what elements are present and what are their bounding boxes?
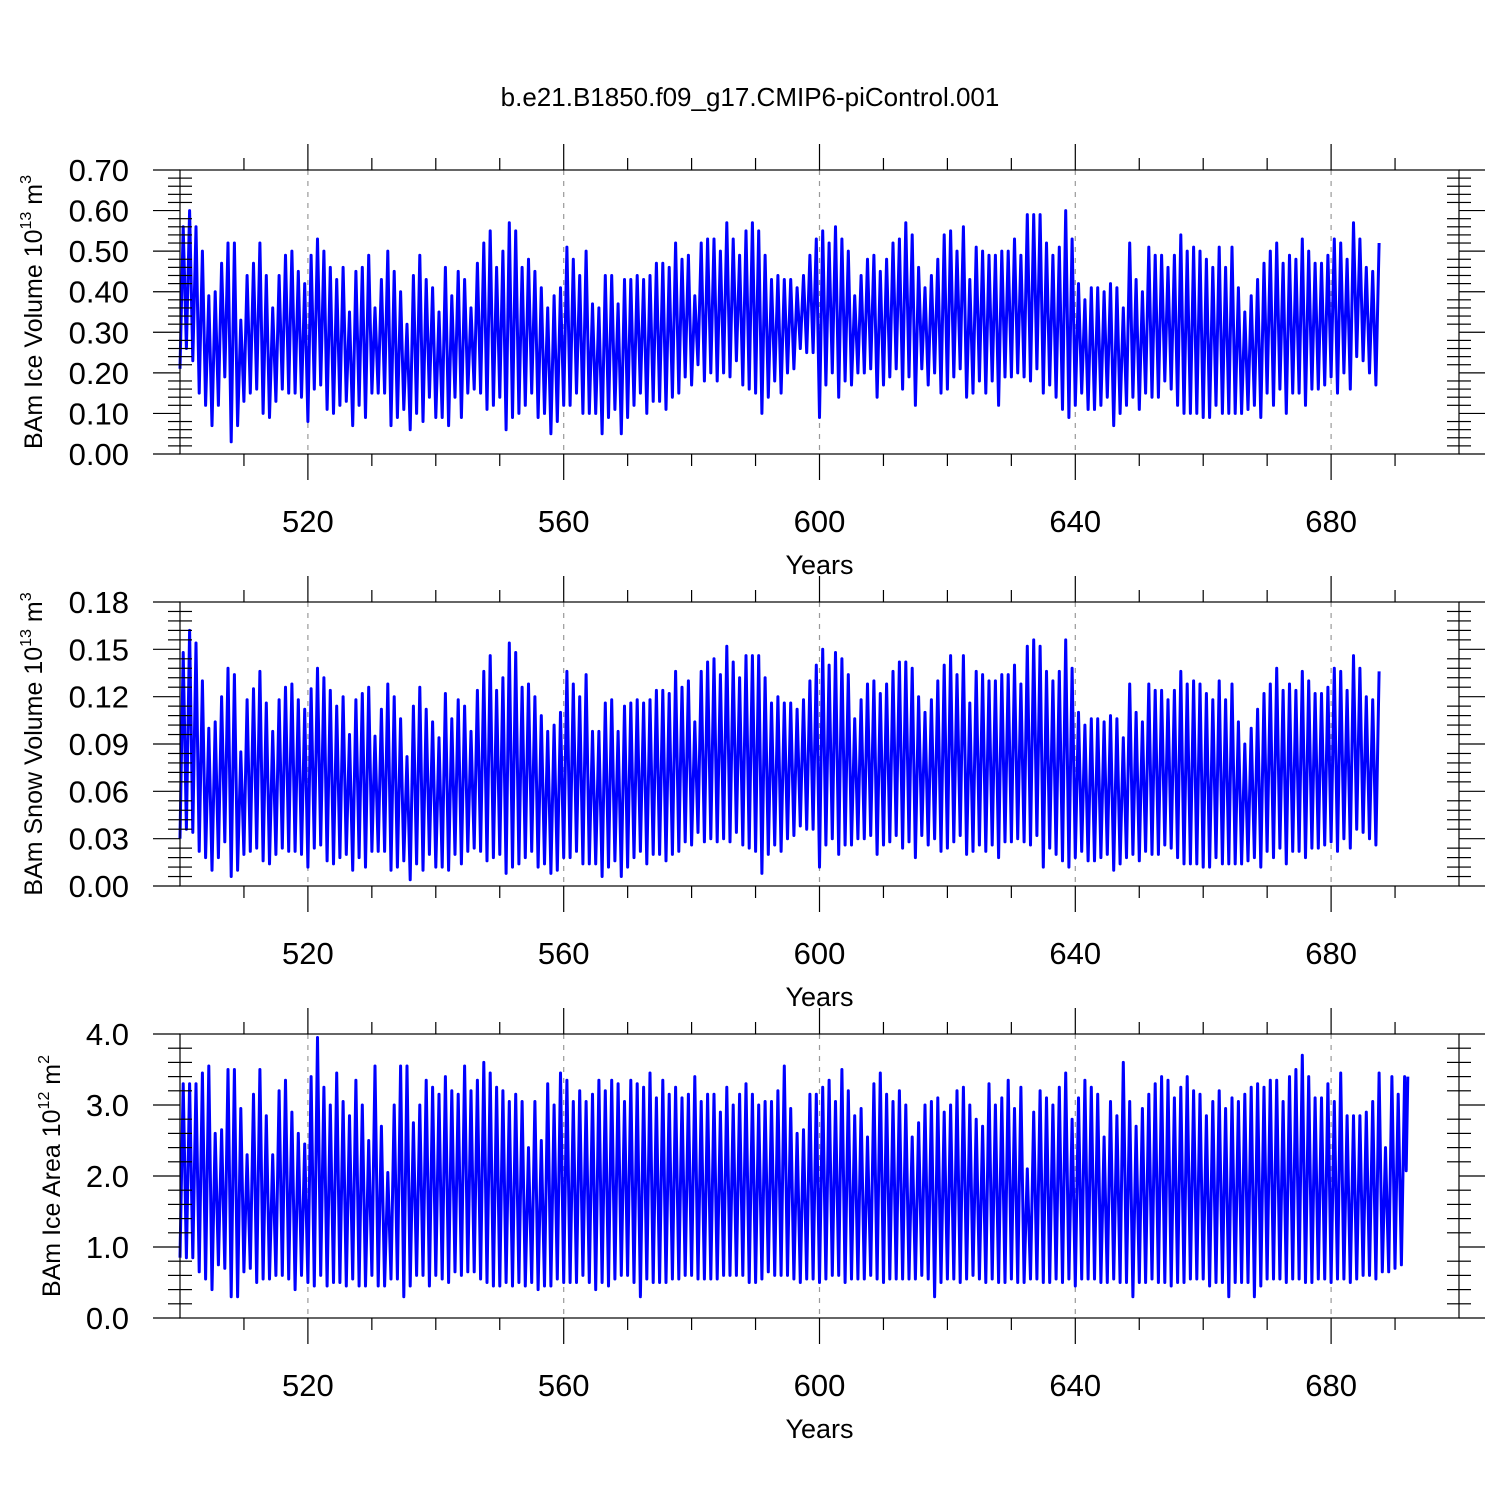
y-tick-label: 0.20 xyxy=(69,356,129,391)
x-tick-label: 560 xyxy=(538,1368,590,1403)
y-tick-label: 0.50 xyxy=(69,234,129,269)
panel-1: 0.00 0.10 0.20 0.30 0.40 0.50 0.60 0.70 520 560 60… xyxy=(18,144,1485,580)
figure-title: b.e21.B1850.f09_g17.CMIP6-piControl.001 xyxy=(501,82,1000,112)
panel-3: 0.0 1.0 2.0 3.0 4.0 520 560 600 640 680 Years BAm I… xyxy=(36,1008,1485,1444)
series-line xyxy=(178,209,1381,444)
x-tick-label: 640 xyxy=(1049,504,1101,539)
y-tick-label: 0.70 xyxy=(69,153,129,188)
series-line xyxy=(178,628,1381,882)
x-tick-label: 600 xyxy=(794,504,846,539)
x-tick-label: 600 xyxy=(794,1368,846,1403)
x-tick-label: 680 xyxy=(1305,1368,1357,1403)
y-axis-label: BAm Ice Area 1012 m2 xyxy=(36,1055,66,1297)
y-tick-label: 0.18 xyxy=(69,585,129,620)
x-axis-label: Years xyxy=(785,982,853,1012)
y-tick-label: 0.06 xyxy=(69,774,129,809)
y-tick-label: 0.60 xyxy=(69,194,129,229)
x-tick-label: 520 xyxy=(282,1368,334,1403)
y-tick-label: 0.30 xyxy=(69,315,129,350)
y-tick-label: 0.09 xyxy=(69,727,129,762)
panel-2: 0.00 0.03 0.06 0.09 0.12 0.15 0.18 520 560 600 640… xyxy=(18,576,1485,1012)
y-axis-label: BAm Ice Volume 1013 m3 xyxy=(18,175,48,449)
y-tick-label: 0.12 xyxy=(69,680,129,715)
y-tick-label: 0.00 xyxy=(69,869,129,904)
y-axis-label: BAm Snow Volume 1013 m3 xyxy=(18,592,48,895)
x-tick-label: 640 xyxy=(1049,936,1101,971)
y-tick-label: 3.0 xyxy=(86,1088,129,1123)
y-tick-label: 0.40 xyxy=(69,275,129,310)
y-tick-label: 0.00 xyxy=(69,437,129,472)
y-tick-label: 1.0 xyxy=(86,1230,129,1265)
x-tick-label: 520 xyxy=(282,936,334,971)
x-tick-label: 560 xyxy=(538,504,590,539)
x-tick-label: 520 xyxy=(282,504,334,539)
y-tick-label: 4.0 xyxy=(86,1017,129,1052)
x-tick-label: 640 xyxy=(1049,1368,1101,1403)
x-tick-label: 560 xyxy=(538,936,590,971)
x-axis-label: Years xyxy=(785,1414,853,1444)
series-line xyxy=(178,1036,1410,1299)
y-tick-label: 0.10 xyxy=(69,396,129,431)
y-tick-label: 0.15 xyxy=(69,632,129,667)
x-axis-label: Years xyxy=(785,550,853,580)
y-tick-label: 2.0 xyxy=(86,1159,129,1194)
x-tick-label: 680 xyxy=(1305,936,1357,971)
y-tick-label: 0.03 xyxy=(69,822,129,857)
x-tick-label: 680 xyxy=(1305,504,1357,539)
panels: 0.00 0.10 0.20 0.30 0.40 0.50 0.60 0.70 520 560 60… xyxy=(18,144,1485,1444)
x-tick-label: 600 xyxy=(794,936,846,971)
y-tick-label: 0.0 xyxy=(86,1301,129,1336)
